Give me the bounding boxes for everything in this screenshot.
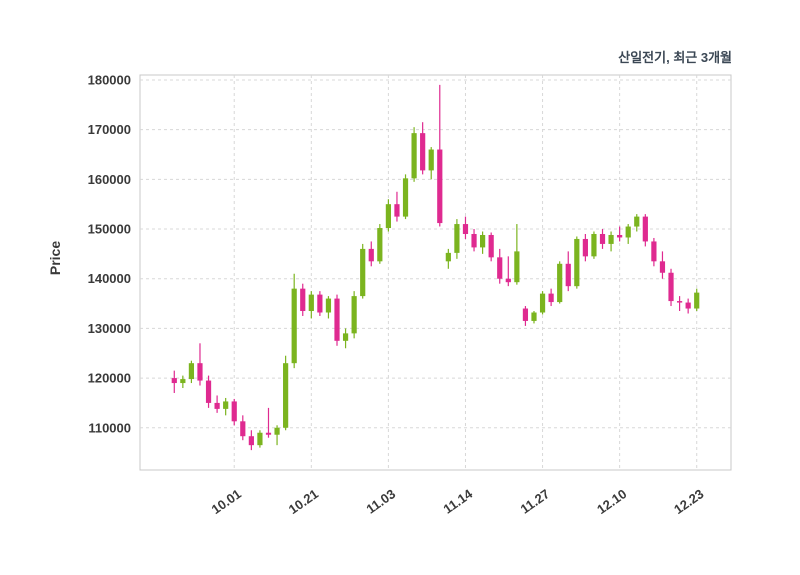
candle-body-up — [591, 233, 597, 257]
x-tick-label: 10.01 — [209, 486, 244, 517]
y-tick-label: 160000 — [88, 172, 131, 187]
y-tick-label: 170000 — [88, 122, 131, 137]
candle-body-down — [659, 261, 666, 273]
candle-body-down — [685, 302, 691, 309]
candle-body-down — [300, 288, 306, 312]
candle-body-down — [565, 263, 571, 287]
candle-body-up — [634, 216, 640, 227]
candle-body-up — [411, 133, 417, 179]
y-tick-label: 180000 — [88, 72, 131, 87]
candle-body-up — [257, 432, 263, 446]
candle-body-up — [480, 234, 486, 248]
y-tick-label: 120000 — [88, 371, 131, 386]
candle-body-up — [291, 288, 297, 364]
chart-title: 산일전기, 최근 3개월 — [618, 50, 732, 65]
candle-body-up — [402, 178, 409, 217]
x-tick-label: 11.27 — [518, 486, 553, 517]
y-tick-label: 140000 — [88, 271, 131, 286]
candle-body-up — [377, 228, 383, 262]
candle-body-up — [385, 204, 391, 229]
candle-body-down — [651, 241, 657, 262]
candle-body-down — [240, 421, 246, 437]
candle-body-down — [617, 234, 623, 238]
x-tick-label: 12.23 — [671, 486, 706, 517]
candle-body-up — [694, 292, 700, 309]
candle-body-up — [180, 379, 186, 384]
x-tick-label: 11.14 — [441, 486, 476, 517]
candle-body-down — [599, 233, 606, 244]
candle-body-up — [608, 234, 614, 244]
candle-body-up — [428, 149, 434, 171]
candle-body-up — [325, 298, 332, 313]
candle-body-up — [625, 226, 631, 238]
candle-body-down — [642, 216, 648, 242]
candle-body-up — [360, 248, 366, 297]
candle-body-down — [214, 402, 220, 409]
candle-body-up — [342, 333, 349, 341]
x-tick-label: 10.21 — [286, 486, 321, 517]
candle-body-down — [676, 301, 683, 303]
candle-body-down — [317, 294, 323, 313]
candle-body-down — [420, 133, 426, 171]
candle-body-up — [454, 224, 460, 253]
candle-body-down — [488, 234, 494, 258]
candle-body-up — [283, 363, 289, 428]
candle-body-down — [462, 224, 469, 234]
candle-body-down — [522, 308, 529, 321]
candle-body-down — [197, 363, 203, 381]
candle-body-down — [548, 293, 554, 303]
candle-body-up — [351, 296, 357, 334]
candle-body-up — [574, 238, 580, 287]
x-tick-label: 11.03 — [363, 486, 398, 517]
candle-body-up — [557, 263, 563, 303]
y-tick-label: 110000 — [88, 420, 131, 435]
candle-body-down — [471, 233, 477, 248]
candle-body-up — [514, 251, 520, 283]
plot-border — [139, 74, 732, 471]
candle-body-down — [334, 298, 340, 341]
candle-body-up — [531, 312, 537, 321]
candle-body-down — [582, 238, 588, 257]
y-tick-label: 130000 — [88, 321, 131, 336]
candle-body-up — [188, 363, 195, 380]
candle-body-down — [497, 257, 503, 279]
candle-body-up — [274, 427, 280, 435]
x-tick-label: 12.10 — [594, 486, 629, 517]
candle-body-up — [308, 294, 314, 312]
candle-body-down — [437, 149, 443, 224]
candle-body-down — [668, 272, 674, 302]
candle-body-up — [445, 252, 451, 262]
candle-body-down — [505, 278, 511, 283]
candle-body-down — [394, 204, 400, 217]
candle-body-down — [171, 378, 177, 384]
y-tick-label: 150000 — [88, 222, 131, 237]
candle-body-up — [539, 293, 546, 313]
candle-body-down — [368, 248, 374, 262]
candle-body-down — [265, 432, 272, 435]
candle-body-up — [223, 401, 229, 409]
candle-body-down — [205, 380, 212, 403]
candle-body-down — [248, 436, 254, 446]
candle-body-down — [231, 401, 237, 422]
